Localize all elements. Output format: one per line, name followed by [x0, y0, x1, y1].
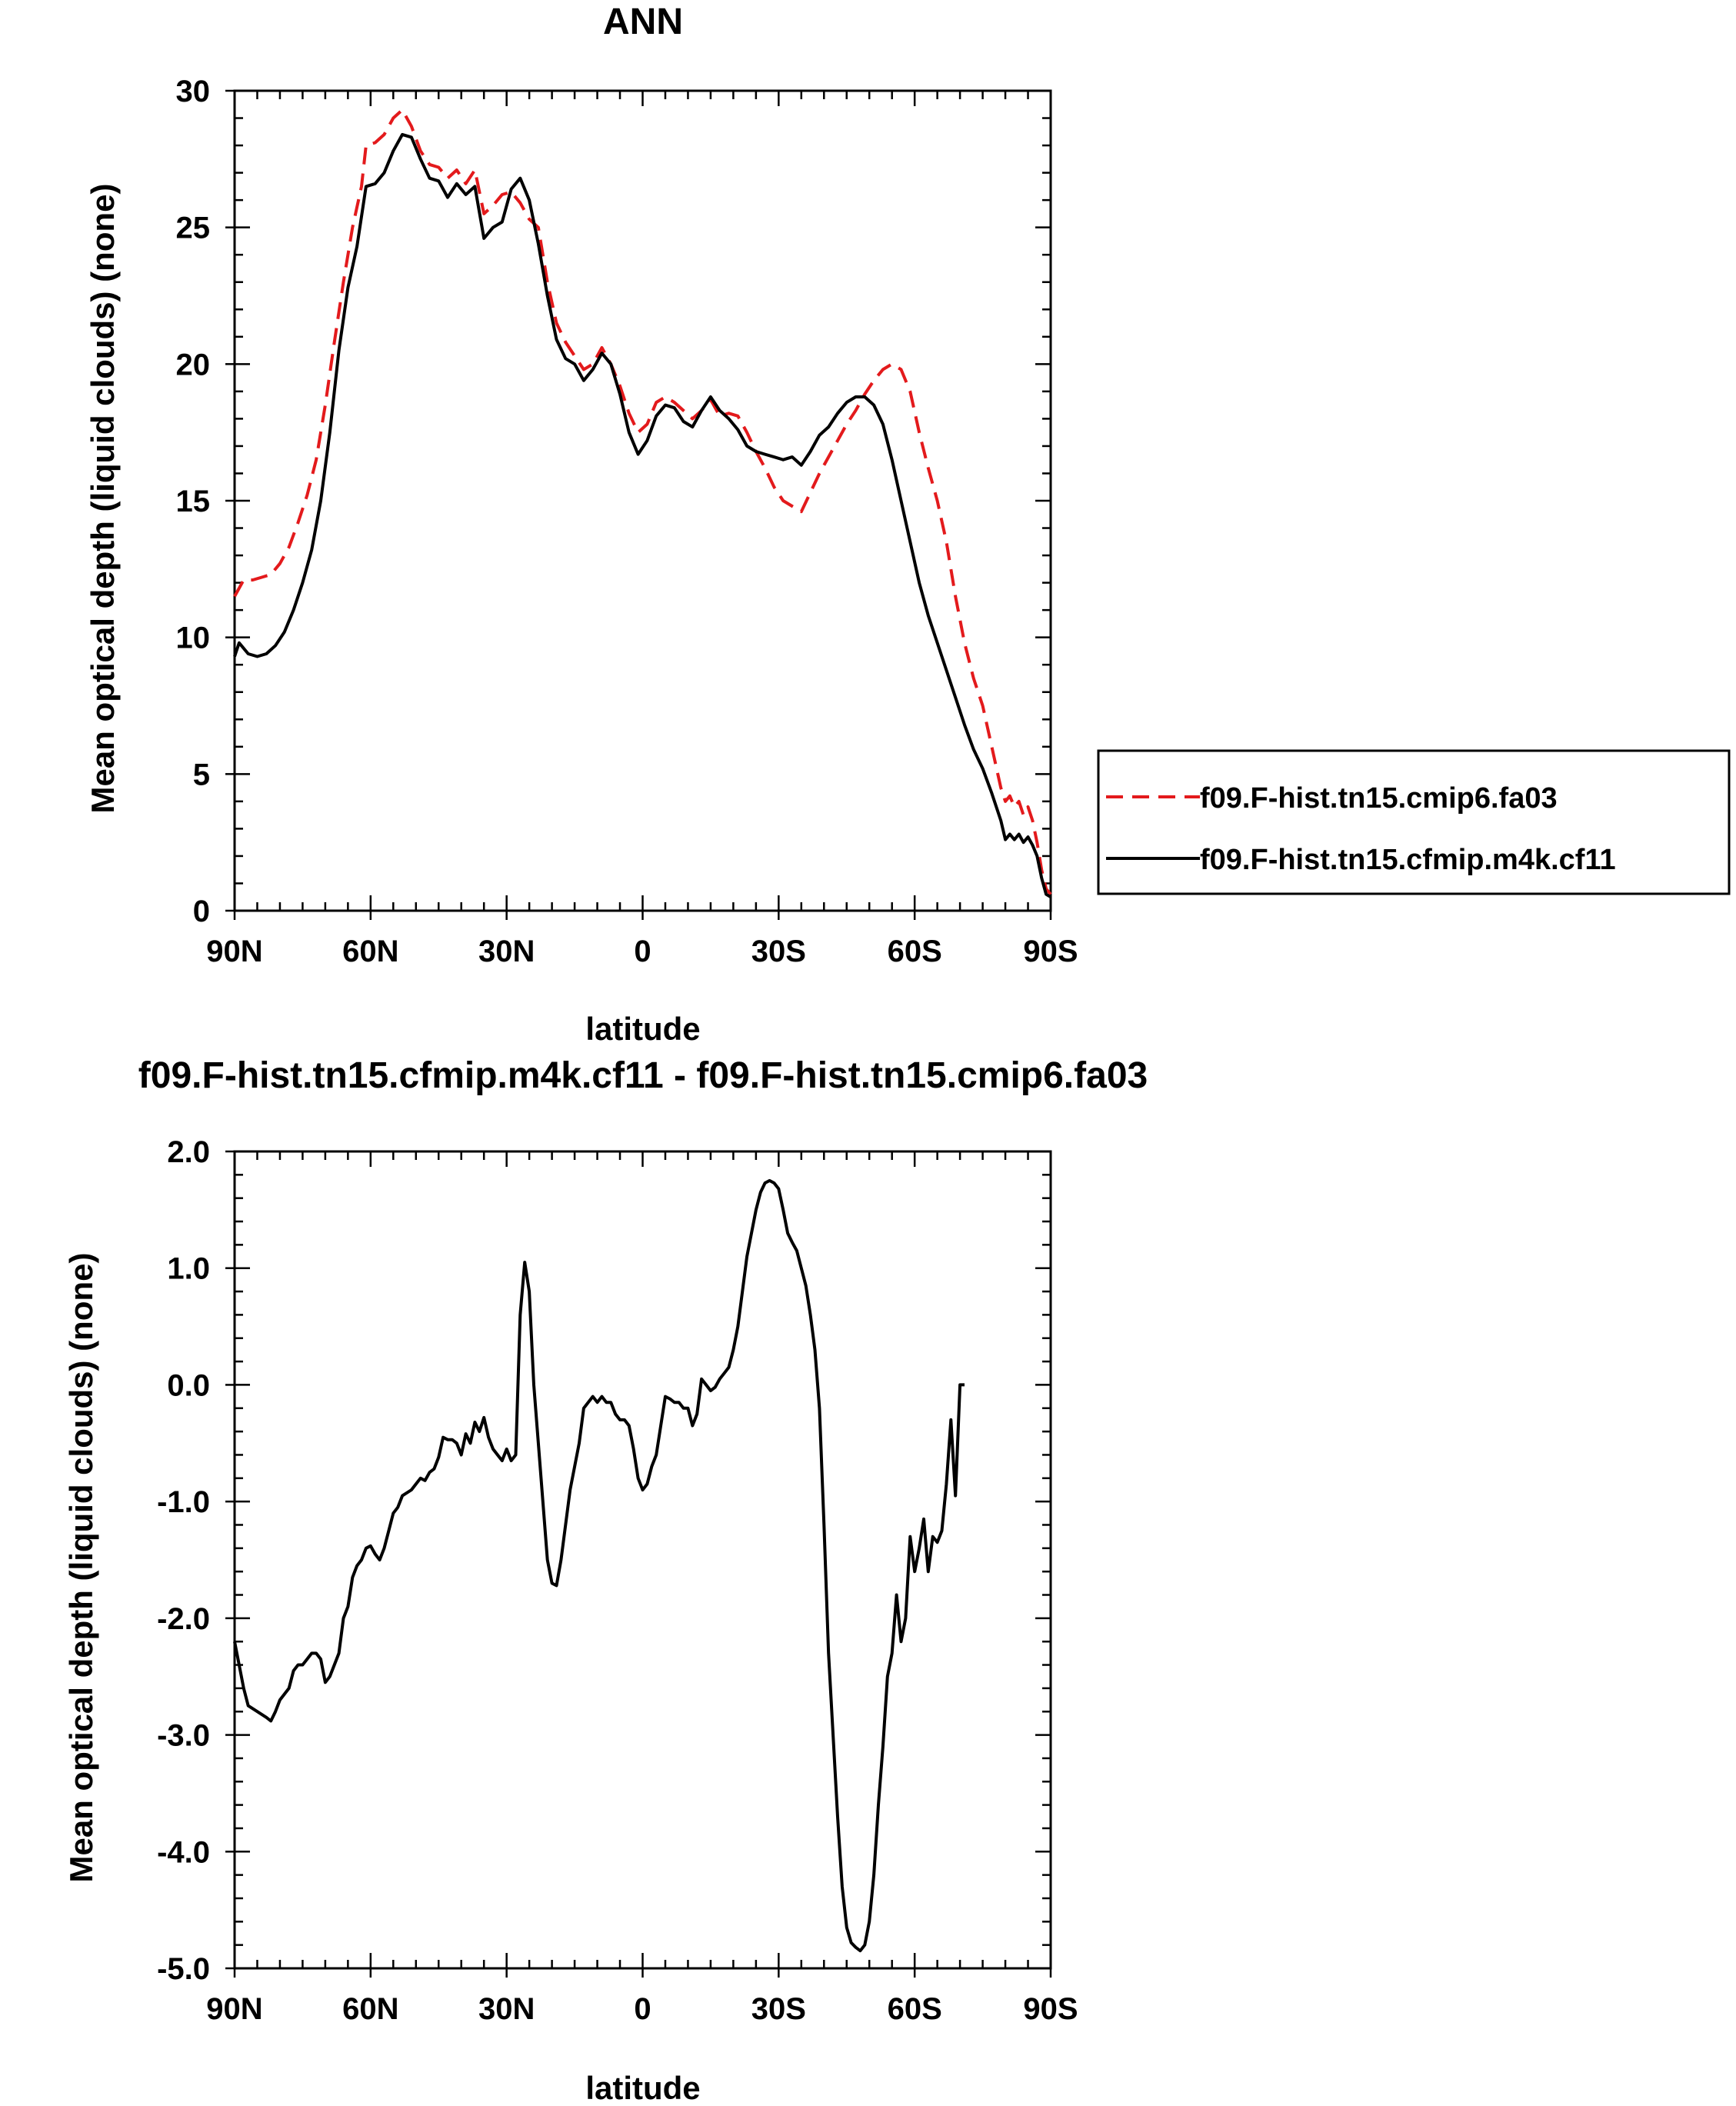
top-x-tick-label-30s: 30S: [751, 935, 806, 968]
legend-label-cf11: f09.F-hist.tn15.cfmip.m4k.cf11: [1200, 844, 1616, 876]
top-y-tick-label-25: 25: [176, 212, 211, 245]
top-series-line-f09-f-hist-tn15-cfmip-m4k-cf11: [233, 132, 1052, 898]
bottom-x-axis-label: latitude: [585, 2070, 700, 2106]
legend-box: [1097, 749, 1731, 895]
top-chart-title: ANN: [603, 2, 683, 42]
top-x-axis-label: latitude: [585, 1011, 700, 1047]
bottom-y-tick-label-4-0: -4.0: [157, 1835, 210, 1869]
legend-label-fa03: f09.F-hist.tn15.cmip6.fa03: [1200, 782, 1558, 815]
bottom-y-axis-label: Mean optical depth (liquid clouds) (none…: [63, 1253, 99, 1883]
bottom-y-tick-label-0-0: 0.0: [167, 1368, 210, 1402]
bottom-y-tick-label-2-0: -2.0: [157, 1602, 210, 1636]
bottom-x-tick-label-60n: 60N: [342, 1992, 398, 2026]
bottom-y-tick-label-2-0: 2.0: [167, 1135, 210, 1169]
top-series-line-f09-f-hist-tn15-cmip6-fa03: [233, 108, 1052, 895]
top-x-tick-label-60s: 60S: [888, 935, 942, 968]
bottom-x-tick-label-60s: 60S: [888, 1992, 942, 2026]
top-plot-area: 90N 60N 30N 0 30S 60S 90S 0 5 10 15 20 25 30: [176, 75, 1078, 968]
bottom-y-tick-label-1-0: 1.0: [167, 1252, 210, 1286]
legend: f09.F-hist.tn15.cmip6.fa03 f09.F-hist.tn…: [1097, 749, 1731, 895]
bottom-x-tick-label-90n: 90N: [206, 1992, 262, 2026]
top-y-tick-label-5: 5: [193, 758, 210, 791]
bottom-chart-title: f09.F-hist.tn15.cfmip.m4k.cf11 - f09.F-h…: [138, 1055, 1148, 1096]
bottom-y-tick-label-3-0: -3.0: [157, 1719, 210, 1753]
top-y-tick-label-0: 0: [193, 895, 210, 928]
bottom-y-tick-label-1-0: -1.0: [157, 1485, 210, 1519]
top-y-tick-label-20: 20: [176, 348, 211, 382]
top-y-axis-label: Mean optical depth (liquid clouds) (none…: [85, 184, 121, 814]
top-x-tick-label-90s: 90S: [1023, 935, 1078, 968]
top-x-tick-label-60n: 60N: [342, 935, 398, 968]
top-x-tick-label-30n: 30N: [478, 935, 535, 968]
bottom-plot-area: 90N 60N 30N 0 30S 60S 90S -5.0 -4.0 -3.0 -2.0 -1.0 0…: [157, 1135, 1078, 2026]
bottom-y-tick-label-5-0: -5.0: [157, 1952, 210, 1986]
top-y-tick-label-10: 10: [176, 621, 211, 655]
bottom-x-tick-label-90s: 90S: [1023, 1992, 1078, 2026]
bottom-x-tick-label-0: 0: [634, 1992, 651, 2026]
top-y-tick-label-15: 15: [176, 485, 211, 518]
top-panel: ANN 90N 60N 30N 0 30S 60S 90S 0 5 10 15 20 25 30 lati…: [85, 2, 1731, 1047]
top-x-tick-label-90n: 90N: [206, 935, 262, 968]
bottom-panel: f09.F-hist.tn15.cfmip.m4k.cf11 - f09.F-h…: [63, 1055, 1148, 2106]
top-y-tick-label-30: 30: [176, 75, 211, 108]
bottom-series-line-difference: [233, 1178, 965, 1953]
top-x-tick-label-0: 0: [634, 935, 651, 968]
bottom-x-tick-label-30s: 30S: [751, 1992, 806, 2026]
bottom-x-tick-label-30n: 30N: [478, 1992, 535, 2026]
